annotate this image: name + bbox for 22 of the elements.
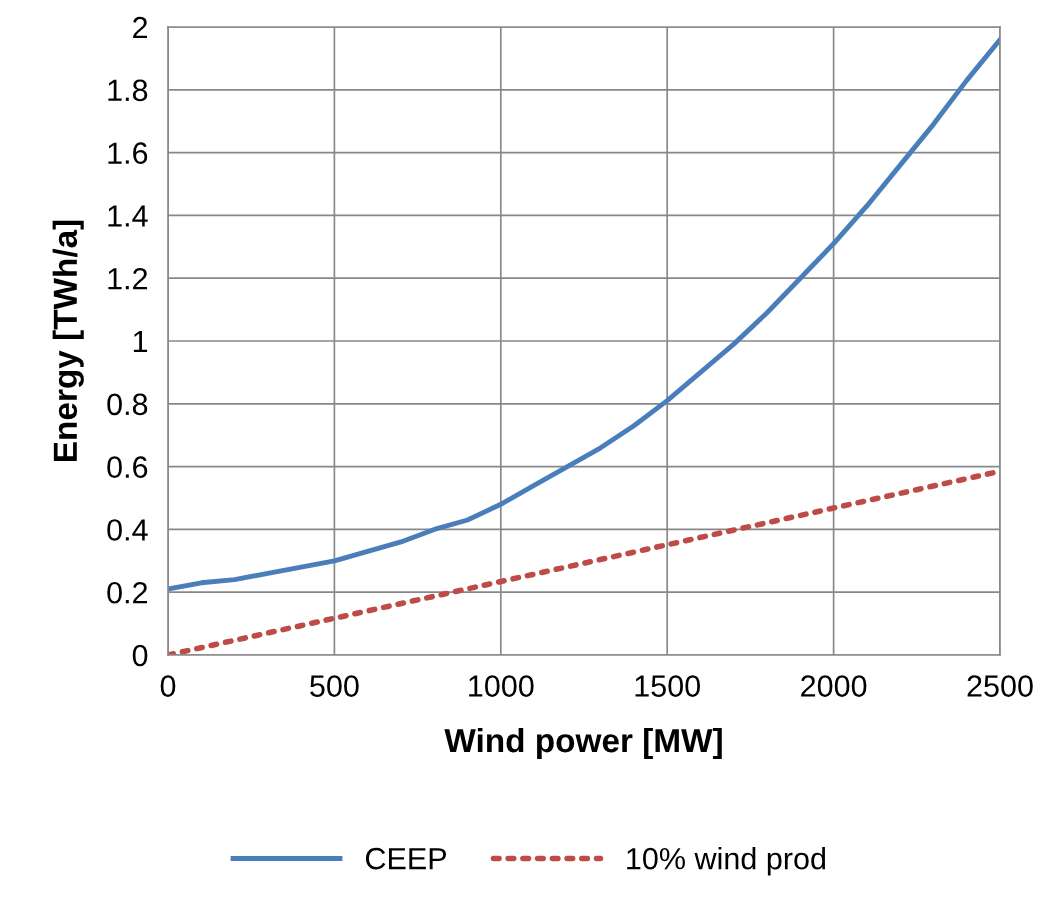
y-tick-label: 0.8 [107, 393, 148, 416]
legend-label: CEEP [365, 847, 447, 870]
x-axis-title: Wind power [MW] [444, 727, 722, 759]
line-series [168, 37, 1000, 592]
y-tick-label: 1.4 [108, 205, 148, 227]
x-tick-label: 2000 [801, 675, 867, 697]
x-tick-label: 2500 [967, 675, 1033, 697]
y-tick-label: 1.2 [108, 267, 148, 290]
y-tick-label: 0 [132, 644, 148, 667]
y-tick-label: 0.6 [107, 456, 148, 478]
y-axis-title: Energy [TWh/a] [52, 220, 84, 461]
y-tick-label: 0.4 [107, 519, 148, 541]
x-tick-label: 1000 [469, 675, 534, 697]
y-tick-label: 0.2 [107, 581, 148, 604]
y-tick-label: 2 [133, 16, 148, 39]
legend-label: 10% wind prod [627, 847, 826, 876]
x-tick-label: 1500 [635, 675, 700, 697]
y-tick-label: 1 [133, 331, 148, 353]
y-tick-label: 1.8 [108, 79, 148, 102]
x-tick-label: 500 [310, 675, 359, 697]
x-tick-label: 0 [160, 675, 176, 697]
y-tick-label: 1.6 [108, 142, 148, 164]
